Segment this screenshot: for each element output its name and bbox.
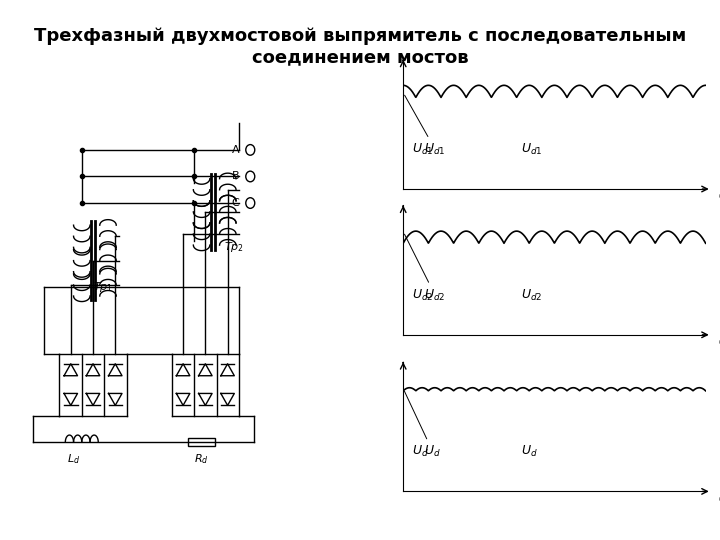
Text: $\vartheta$: $\vartheta$ [718, 334, 720, 348]
Text: $U_{d2}$: $U_{d2}$ [413, 287, 433, 302]
Text: $\vartheta$: $\vartheta$ [718, 188, 720, 202]
Text: $U_d$: $U_d$ [405, 391, 441, 459]
Text: $U_{d1}$: $U_{d1}$ [405, 95, 446, 157]
Text: $L_d$: $L_d$ [67, 452, 80, 466]
Text: $Tp_1$: $Tp_1$ [93, 280, 113, 294]
Text: A: A [231, 145, 239, 155]
Bar [189, 438, 215, 446]
Text: $Tp_2$: $Tp_2$ [224, 240, 244, 254]
Text: $R_d$: $R_d$ [194, 452, 209, 466]
Text: Трехфазный двухмостовой выпрямитель с последовательным
соединением мостов: Трехфазный двухмостовой выпрямитель с по… [34, 27, 686, 66]
Text: $\vartheta$: $\vartheta$ [718, 491, 720, 505]
Text: $U_d$: $U_d$ [413, 444, 429, 459]
Text: $U_{d2}$: $U_{d2}$ [405, 234, 446, 302]
Text: $U_{d1}$: $U_{d1}$ [413, 141, 433, 157]
Text: C: C [231, 198, 239, 208]
Text: $U_d$: $U_d$ [521, 444, 538, 459]
Text: $U_{d2}$: $U_{d2}$ [521, 287, 542, 302]
Text: $U_{d1}$: $U_{d1}$ [521, 141, 543, 157]
Text: B: B [231, 172, 239, 181]
